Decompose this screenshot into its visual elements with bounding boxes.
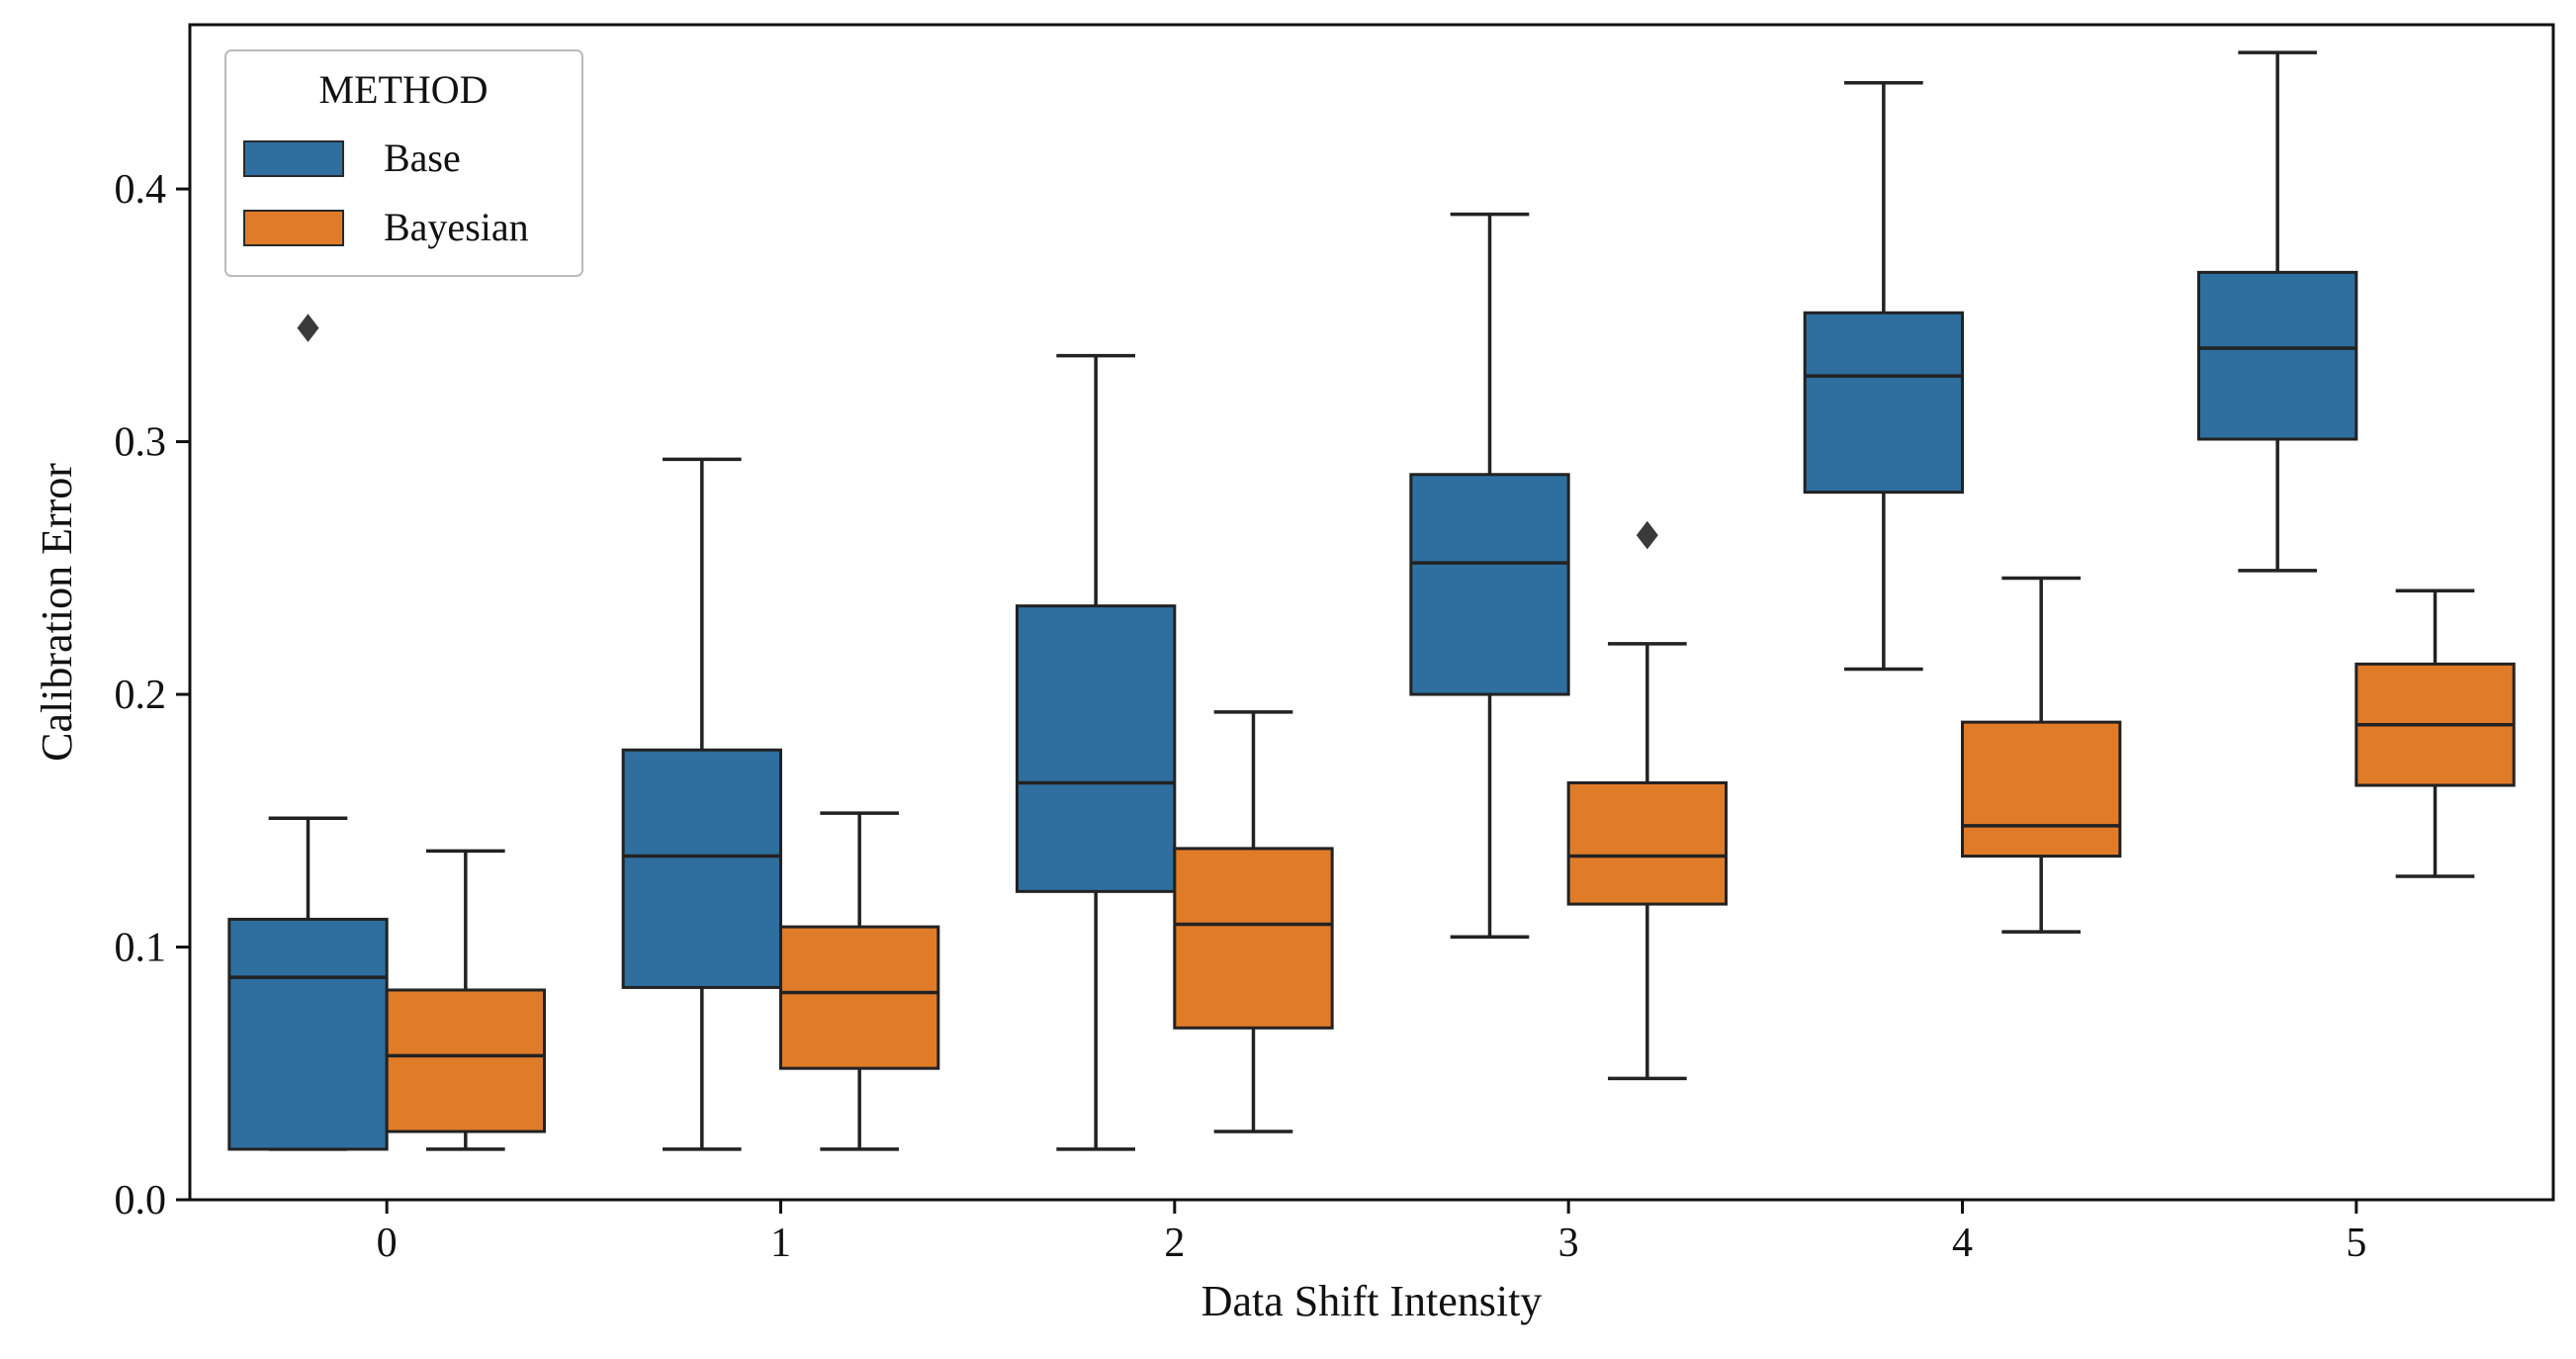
box-iqr: [385, 988, 546, 1133]
y-tick-label: 0.4: [115, 167, 167, 213]
boxes-layer: [227, 50, 2516, 1151]
box-iqr: [1566, 780, 1728, 906]
y-axis-title: Calibration Error: [33, 463, 81, 762]
box-iqr: [1016, 604, 1177, 893]
box-group: [1173, 710, 1334, 1133]
box-iqr: [1961, 720, 2122, 859]
x-axis-title: Data Shift Intensity: [1201, 1277, 1543, 1325]
y-tick-label: 0.0: [115, 1178, 167, 1223]
box-group: [1409, 212, 1570, 940]
box-group: [621, 457, 783, 1151]
x-tick-label: 1: [770, 1221, 791, 1266]
box-group: [1961, 576, 2122, 934]
x-tick-label: 0: [377, 1221, 398, 1266]
box-group: [2197, 50, 2358, 573]
x-tick-label: 3: [1558, 1221, 1579, 1266]
x-tick-label: 5: [2346, 1221, 2366, 1266]
box-group: [385, 849, 546, 1151]
plot-frame: [188, 23, 2555, 1202]
outlier-point: [1636, 520, 1658, 550]
box-group: [1016, 353, 1177, 1151]
box-iqr: [1409, 473, 1570, 696]
box-group: [2354, 589, 2516, 878]
y-tick-label: 0.2: [115, 673, 167, 718]
legend-swatch-base: [243, 140, 344, 177]
ticks-layer: 0.0 0.1 0.2 0.3 0.4 0 1 2 3 4 5: [115, 167, 2367, 1266]
box-iqr: [621, 748, 783, 989]
box-group: [1803, 81, 1964, 672]
box-iqr: [227, 917, 389, 1151]
box-iqr: [1803, 311, 1964, 495]
legend-label-base: Base: [384, 136, 461, 180]
legend-label-bayesian: Bayesian: [384, 205, 529, 249]
y-tick-label: 0.3: [115, 420, 167, 466]
box-group: [227, 314, 389, 1151]
box-iqr: [1173, 847, 1334, 1030]
legend: METHOD Base Bayesian: [224, 49, 583, 277]
x-tick-label: 2: [1164, 1221, 1185, 1266]
x-tick-label: 4: [1952, 1221, 1973, 1266]
outlier-point: [297, 314, 319, 342]
y-tick-label: 0.1: [115, 926, 167, 971]
legend-swatch-bayesian: [243, 210, 344, 246]
box-iqr: [779, 925, 940, 1070]
box-iqr: [2197, 270, 2358, 441]
box-group: [779, 811, 940, 1151]
box-group: [1566, 520, 1728, 1081]
legend-title: METHOD: [318, 67, 488, 112]
